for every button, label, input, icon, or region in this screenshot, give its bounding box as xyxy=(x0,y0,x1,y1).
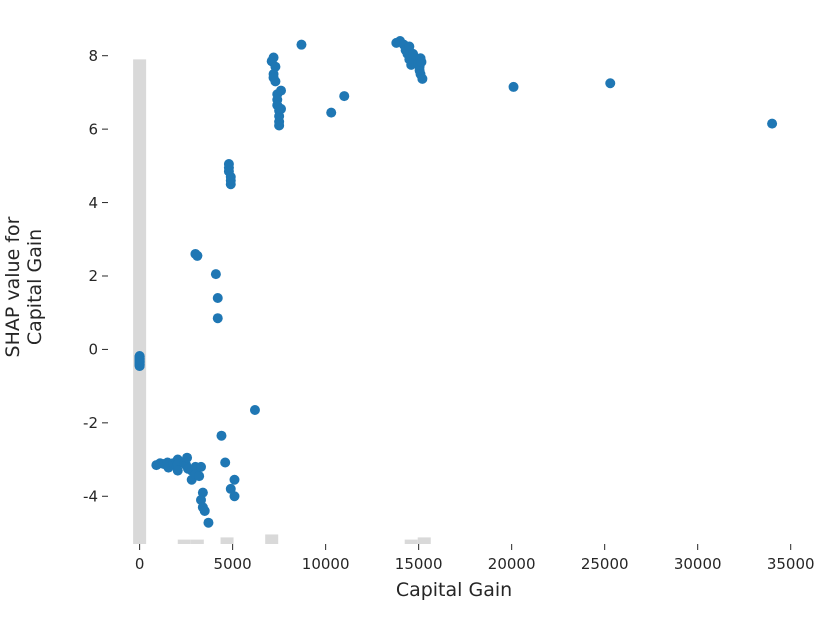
x-tick-label: 15000 xyxy=(395,555,443,573)
scatter-point xyxy=(250,405,260,415)
scatter-point xyxy=(296,40,306,50)
scatter-point xyxy=(509,82,519,92)
scatter-point xyxy=(767,119,777,129)
y-tick-label: -4 xyxy=(83,488,98,506)
y-tick-label: -2 xyxy=(83,414,98,432)
scatter-point xyxy=(339,91,349,101)
x-tick-label: 10000 xyxy=(302,555,350,573)
scatter-point xyxy=(220,457,230,467)
scatter-point xyxy=(269,53,279,63)
scatter-point xyxy=(216,431,226,441)
histogram-bar xyxy=(405,540,418,544)
histogram-bar xyxy=(178,540,191,544)
histogram-bar xyxy=(265,534,278,544)
scatter-point xyxy=(276,104,286,114)
scatter-point xyxy=(200,506,210,516)
scatter-point xyxy=(229,491,239,501)
y-tick-label: 0 xyxy=(88,341,98,359)
histogram-bar xyxy=(418,537,431,544)
scatter-point xyxy=(416,57,426,67)
histogram-bar xyxy=(133,59,146,544)
y-tick-label: 4 xyxy=(88,194,98,212)
scatter-point xyxy=(229,475,239,485)
scatter-point xyxy=(276,86,286,96)
x-tick-label: 0 xyxy=(135,555,145,573)
scatter-point xyxy=(211,269,221,279)
y-tick-label: 6 xyxy=(88,120,98,138)
scatter-point xyxy=(190,249,200,259)
scatter-point xyxy=(182,453,192,463)
scatter-point xyxy=(270,76,280,86)
scatter-point xyxy=(135,354,145,364)
y-tick-label: 8 xyxy=(88,47,98,65)
scatter-point xyxy=(270,62,280,72)
scatter-point xyxy=(194,471,204,481)
scatter-point xyxy=(203,518,213,528)
y-axis-label: SHAP value forCapital Gain xyxy=(2,216,46,357)
x-tick-label: 35000 xyxy=(767,555,815,573)
scatter-point xyxy=(213,313,223,323)
scatter-point xyxy=(213,293,223,303)
x-tick-label: 20000 xyxy=(488,555,536,573)
scatter-point xyxy=(326,108,336,118)
x-tick-label: 5000 xyxy=(214,555,252,573)
scatter-point xyxy=(196,462,206,472)
scatter-point xyxy=(274,120,284,130)
scatter-point xyxy=(605,78,615,88)
x-tick-label: 30000 xyxy=(674,555,722,573)
x-tick-label: 25000 xyxy=(581,555,629,573)
scatter-point xyxy=(417,74,427,84)
y-tick-label: 2 xyxy=(88,267,98,285)
shap-scatter-chart: 0 5000 10000 15000 20000 25000 30000 35000 -4 -2 0… xyxy=(0,0,829,640)
histogram-bar xyxy=(221,537,234,544)
scatter-point xyxy=(226,179,236,189)
x-axis-label: Capital Gain xyxy=(396,579,512,601)
histogram-bar xyxy=(191,540,204,544)
